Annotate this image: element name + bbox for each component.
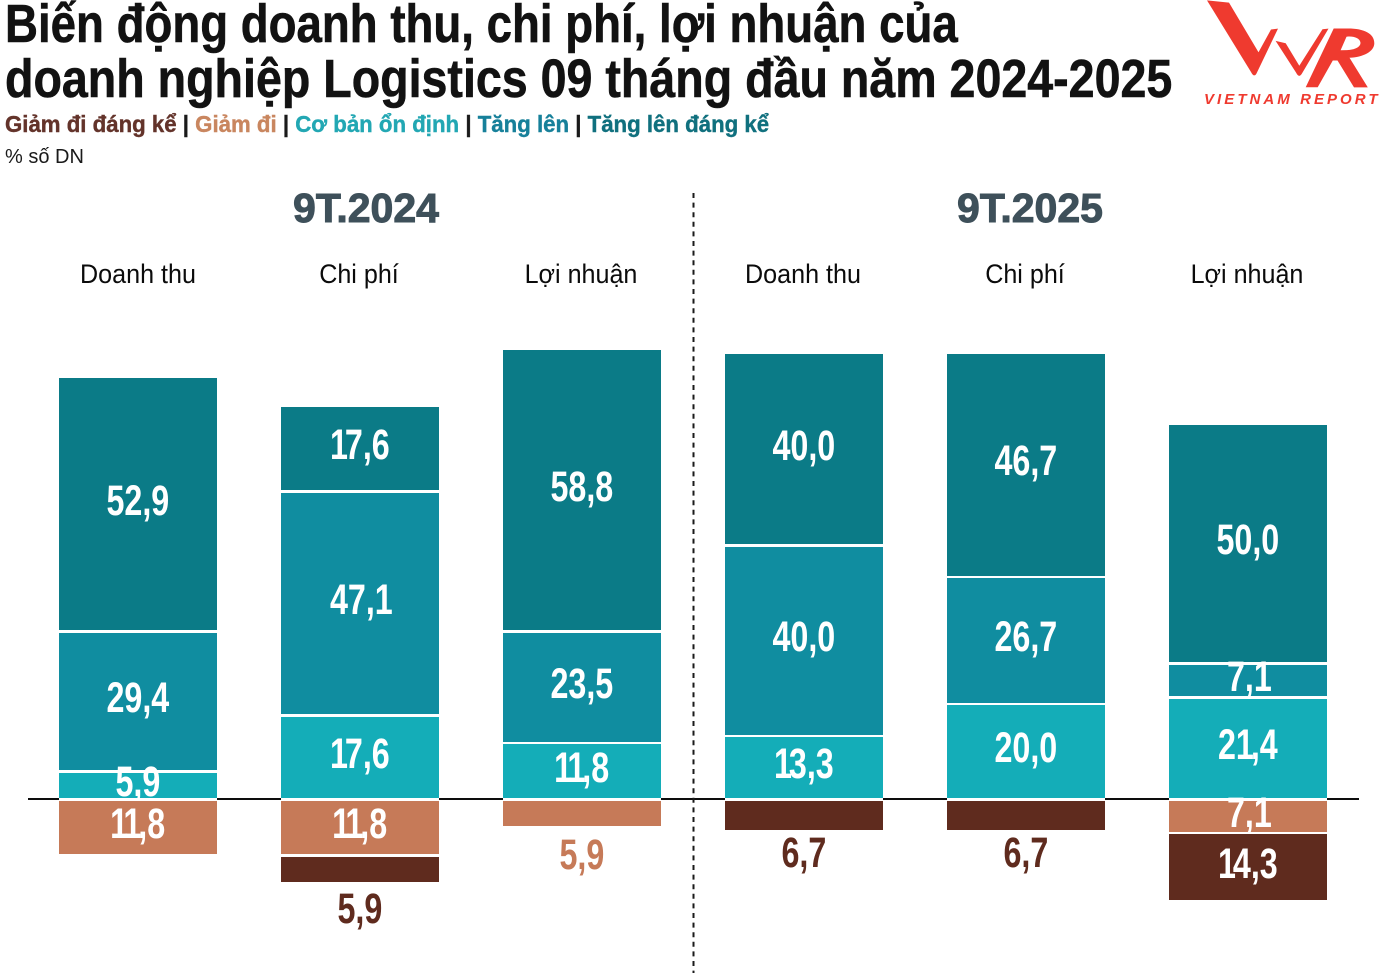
svg-text:VIETNAM REPORT: VIETNAM REPORT	[1204, 91, 1379, 108]
